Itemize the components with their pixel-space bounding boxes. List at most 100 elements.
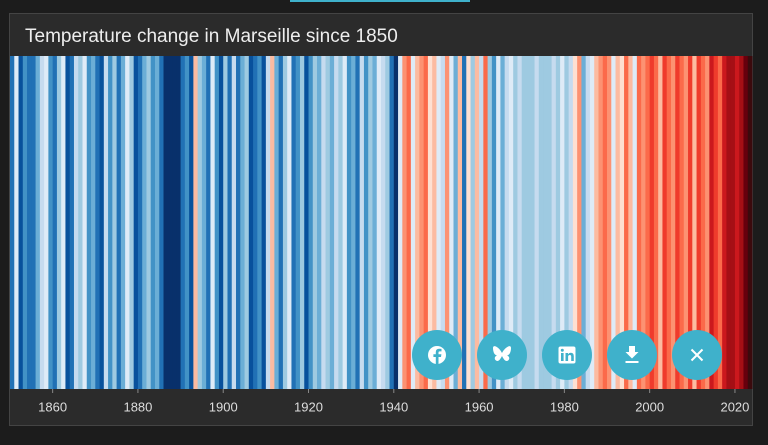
stripe <box>253 56 258 389</box>
stripe <box>483 56 489 389</box>
stripe <box>415 56 420 389</box>
stripe <box>351 56 356 389</box>
close-button[interactable] <box>672 330 722 380</box>
stripe <box>547 56 552 389</box>
stripe <box>645 56 651 389</box>
stripe <box>457 56 463 389</box>
stripe <box>705 56 710 389</box>
stripe <box>717 56 723 389</box>
stripe <box>133 56 139 389</box>
stripe <box>304 56 309 389</box>
facebook-f <box>433 348 442 364</box>
stripe <box>739 56 744 389</box>
stripe <box>453 56 459 389</box>
stripe <box>624 56 629 389</box>
stripe <box>543 56 548 389</box>
stripe <box>402 56 407 389</box>
stripe <box>410 56 416 389</box>
stripe <box>419 56 425 389</box>
stripe <box>696 56 702 389</box>
stripe <box>462 56 467 389</box>
stripe <box>197 56 203 389</box>
stripe <box>39 56 45 389</box>
linkedin-n <box>565 352 574 361</box>
stripe <box>470 56 476 389</box>
stripe <box>598 56 604 389</box>
stripe <box>184 56 190 389</box>
stripe <box>534 56 540 389</box>
stripe <box>44 56 49 389</box>
stripe <box>176 56 181 389</box>
stripe <box>372 56 378 389</box>
stripe <box>65 56 71 389</box>
stripe <box>167 56 173 389</box>
stripe <box>525 56 531 389</box>
stripe <box>658 56 663 389</box>
stripe <box>636 56 642 389</box>
stripe <box>538 56 544 389</box>
stripe <box>201 56 207 389</box>
stripe <box>172 56 177 389</box>
stripe <box>500 56 506 389</box>
stripe <box>342 56 348 389</box>
stripe <box>86 56 92 389</box>
stripe <box>261 56 267 389</box>
stripe <box>193 56 199 389</box>
stripe <box>615 56 621 389</box>
x-tick-label: 2000 <box>635 399 664 414</box>
stripe <box>142 56 147 389</box>
stripe <box>713 56 719 389</box>
stripe <box>393 56 399 389</box>
stripe <box>278 56 284 389</box>
stripe <box>355 56 361 389</box>
facebook-button[interactable] <box>412 330 462 380</box>
x-tick-label: 1900 <box>209 399 238 414</box>
stripe <box>31 56 36 389</box>
stripe <box>150 56 156 389</box>
stripe <box>440 56 446 389</box>
stripe <box>581 56 587 389</box>
stripe <box>287 56 292 389</box>
stripe <box>577 56 582 389</box>
stripes <box>10 56 753 389</box>
stripe <box>146 56 152 389</box>
stripe <box>52 56 58 389</box>
download-button[interactable] <box>607 330 657 380</box>
stripe <box>487 56 493 389</box>
stripe <box>334 56 339 389</box>
stripe <box>649 56 655 389</box>
stripe <box>78 56 83 389</box>
stripe <box>427 56 433 389</box>
stripe <box>743 56 749 389</box>
stripe <box>688 56 693 389</box>
stripe <box>406 56 412 389</box>
stripe <box>10 56 15 389</box>
stripe <box>99 56 105 389</box>
stripe <box>22 56 28 389</box>
stripe <box>27 56 32 389</box>
x-tick-label: 1920 <box>294 399 323 414</box>
stripe <box>231 56 237 389</box>
stripe <box>363 56 369 389</box>
stripe <box>504 56 510 389</box>
stripe <box>619 56 625 389</box>
stripe <box>530 56 535 389</box>
stripe <box>683 56 689 389</box>
download-icon <box>625 346 639 363</box>
stripe <box>381 56 386 389</box>
linkedin-button[interactable] <box>542 330 592 380</box>
stripe <box>513 56 518 389</box>
stripe <box>265 56 271 389</box>
stripe <box>129 56 135 389</box>
stripe <box>491 56 497 389</box>
stripe <box>641 56 646 389</box>
stripe <box>517 56 523 389</box>
stripe <box>474 56 480 389</box>
stripe <box>359 56 365 389</box>
stripe <box>61 56 66 389</box>
stripe <box>48 56 54 389</box>
stripe <box>568 56 574 389</box>
bluesky-button[interactable] <box>477 330 527 380</box>
